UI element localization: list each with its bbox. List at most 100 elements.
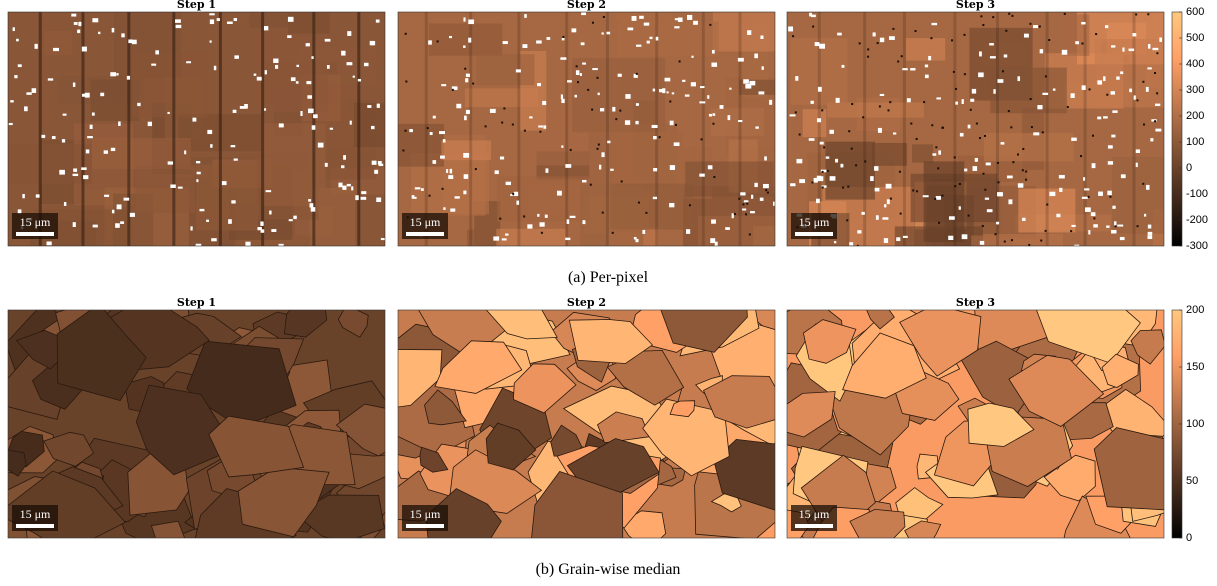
speckle xyxy=(652,88,656,92)
speckle xyxy=(196,179,199,183)
dark-speckle xyxy=(1025,178,1028,181)
speckle xyxy=(85,149,90,154)
speckle xyxy=(296,64,300,68)
dark-speckle xyxy=(963,73,966,76)
dark-speckle xyxy=(596,147,599,150)
speckle xyxy=(257,227,262,231)
dark-speckle xyxy=(1041,131,1044,134)
grain xyxy=(899,310,982,377)
stripe xyxy=(902,12,906,246)
dark-speckle xyxy=(589,183,592,186)
speckle xyxy=(510,193,513,197)
speckle xyxy=(8,122,13,126)
dark-speckle xyxy=(1066,106,1069,109)
dark-speckle xyxy=(1114,225,1117,228)
speckle xyxy=(307,95,313,99)
speckle xyxy=(708,113,712,117)
grain xyxy=(660,310,748,353)
speckle xyxy=(1147,67,1152,70)
speckle xyxy=(1111,45,1116,48)
speckle xyxy=(1017,76,1021,82)
speckle xyxy=(1103,76,1106,82)
speckle xyxy=(209,40,212,43)
dark-speckle xyxy=(748,233,751,236)
dark-speckle xyxy=(862,116,865,119)
dark-speckle xyxy=(1092,134,1095,137)
dark-speckle xyxy=(846,219,849,222)
dark-speckle xyxy=(1093,217,1096,220)
dark-speckle xyxy=(474,168,477,171)
speckle xyxy=(264,70,267,75)
dark-speckle xyxy=(597,143,600,146)
dark-speckle xyxy=(733,212,736,215)
speckle xyxy=(699,86,705,89)
dark-speckle xyxy=(1012,161,1015,164)
speckle xyxy=(624,120,631,125)
speckle xyxy=(924,64,929,68)
speckle xyxy=(545,168,549,173)
speckle xyxy=(195,160,201,164)
speckle xyxy=(874,187,880,192)
speckle xyxy=(103,150,109,154)
speckle xyxy=(456,103,462,109)
speckle xyxy=(821,185,827,188)
speckle xyxy=(449,35,453,39)
dark-speckle xyxy=(742,203,745,206)
speckle xyxy=(228,219,232,224)
speckle xyxy=(669,120,674,126)
speckle xyxy=(875,215,879,220)
speckle xyxy=(840,163,844,168)
grain xyxy=(485,422,537,471)
speckle xyxy=(835,158,839,163)
speckle xyxy=(210,144,213,148)
dark-speckle xyxy=(958,183,961,186)
speckle xyxy=(635,103,639,106)
dark-speckle xyxy=(523,215,526,218)
speckle xyxy=(82,93,88,97)
colorbar-tick-label: 100 xyxy=(1186,418,1204,430)
grain xyxy=(787,391,836,438)
dark-speckle xyxy=(1142,80,1145,83)
dark-speckle xyxy=(915,190,918,193)
dark-speckle xyxy=(1109,195,1112,198)
speckle xyxy=(463,190,467,195)
texture-patch xyxy=(8,144,92,184)
speckle xyxy=(1147,231,1153,235)
panel-title: Step 3 xyxy=(956,0,995,11)
speckle xyxy=(516,200,520,205)
speckle xyxy=(1074,244,1080,246)
speckle xyxy=(1147,235,1153,240)
scale-bar xyxy=(406,524,444,528)
dark-speckle xyxy=(539,130,542,133)
speckle xyxy=(211,238,217,242)
speckle xyxy=(796,158,803,164)
speckle xyxy=(349,120,352,125)
speckle xyxy=(816,198,820,204)
texture-patch xyxy=(912,144,934,163)
dark-speckle xyxy=(967,214,970,217)
speckle xyxy=(1112,205,1116,209)
dark-speckle xyxy=(713,176,716,179)
dark-speckle xyxy=(1029,98,1032,101)
texture-patch xyxy=(1062,14,1090,56)
speckle xyxy=(542,100,547,106)
grain xyxy=(8,449,27,477)
speckle xyxy=(711,219,716,224)
stripe xyxy=(469,12,473,246)
speckle xyxy=(1058,174,1065,179)
dark-speckle xyxy=(847,185,850,188)
speckle xyxy=(22,193,25,199)
speckle xyxy=(997,79,1004,83)
speckle xyxy=(1135,149,1140,154)
texture-patch xyxy=(464,88,539,108)
speckle xyxy=(1103,116,1108,119)
speckle xyxy=(1147,43,1151,49)
speckle xyxy=(439,131,446,135)
dark-speckle xyxy=(709,23,712,26)
stripe xyxy=(1083,12,1087,246)
dark-speckle xyxy=(1153,72,1156,75)
dark-speckle xyxy=(484,125,487,128)
speckle xyxy=(167,161,174,165)
speckle xyxy=(879,37,885,43)
speckle xyxy=(309,203,314,208)
